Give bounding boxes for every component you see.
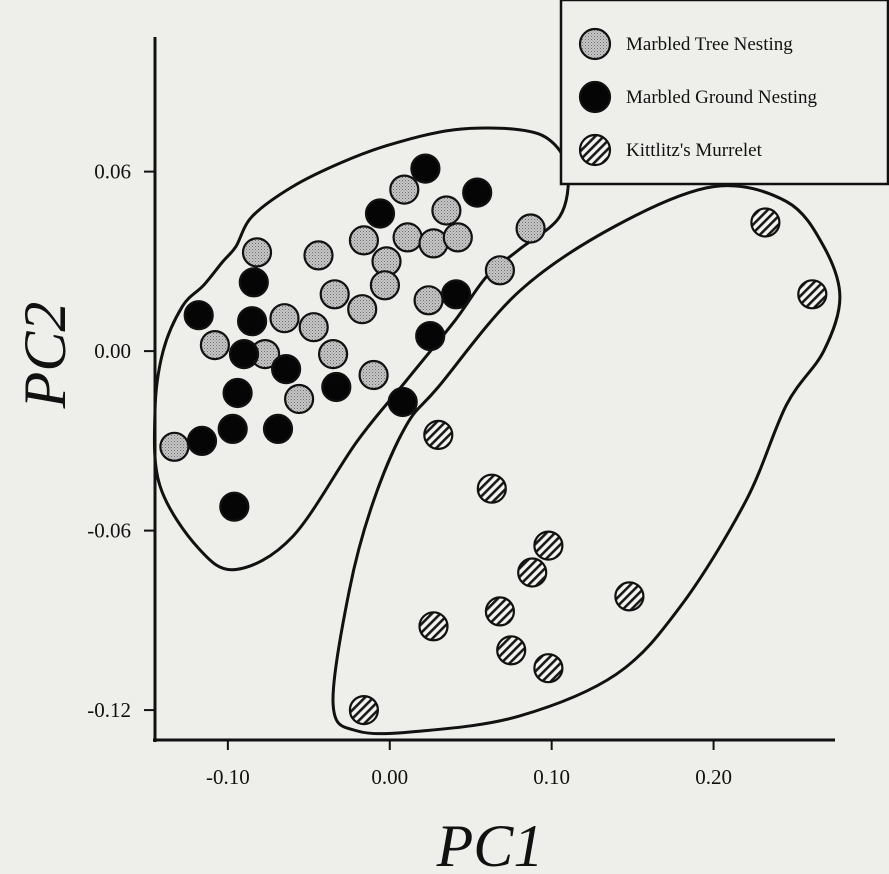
y-tick-label: -0.06 — [87, 519, 131, 543]
data-point-series-0 — [347, 294, 378, 325]
data-point-series-1 — [271, 354, 302, 385]
data-point-series-2 — [533, 653, 564, 684]
data-point-series-2 — [348, 694, 379, 726]
data-point-series-1 — [262, 413, 294, 444]
data-point-series-2 — [496, 635, 527, 666]
data-point-series-2 — [423, 419, 454, 450]
data-point-series-2 — [797, 279, 828, 310]
data-point-series-1 — [228, 339, 260, 370]
legend-label-series-0: Marbled Tree Nesting — [626, 34, 793, 55]
data-point-series-1 — [387, 386, 418, 418]
y-tick-label: 0.06 — [94, 160, 131, 184]
data-point-series-0 — [431, 195, 462, 226]
x-axis-title: PC1 — [436, 813, 544, 874]
data-point-series-2 — [484, 596, 515, 627]
x-tick-label: 0.00 — [371, 765, 408, 789]
x-tick-label: 0.20 — [695, 765, 732, 789]
data-point-series-1 — [364, 198, 396, 229]
kittlitz-group-outline — [331, 184, 842, 736]
data-point-series-0 — [442, 222, 473, 253]
data-point-series-0 — [241, 237, 273, 268]
data-point-series-2 — [517, 557, 548, 588]
group-outlines — [152, 126, 842, 736]
data-point-series-0 — [199, 330, 230, 361]
data-point-series-1 — [219, 491, 250, 522]
data-point-series-0 — [319, 279, 350, 310]
legend-marker-series-1 — [578, 80, 612, 114]
y-axis-title: PC2 — [12, 302, 78, 410]
data-point-series-1 — [462, 177, 493, 208]
x-tick-label: 0.10 — [533, 765, 570, 789]
data-point-series-1 — [415, 321, 446, 352]
data-point-series-2 — [750, 207, 781, 238]
data-points — [159, 153, 828, 726]
data-point-series-0 — [369, 270, 400, 301]
axes — [153, 37, 835, 742]
data-point-series-0 — [284, 383, 315, 415]
data-point-series-0 — [413, 285, 444, 316]
data-point-series-0 — [515, 213, 546, 244]
data-point-series-2 — [476, 473, 507, 504]
data-point-series-1 — [222, 377, 253, 409]
data-point-series-0 — [348, 225, 379, 256]
data-point-series-1 — [441, 279, 472, 310]
x-tick-label: -0.10 — [206, 765, 250, 789]
data-point-series-1 — [186, 425, 218, 456]
legend-marker-series-0 — [578, 27, 612, 61]
legend: Marbled Tree Nesting Marbled Ground Nesti… — [559, 0, 889, 186]
data-point-series-0 — [303, 240, 334, 271]
data-point-series-0 — [269, 303, 300, 334]
data-point-series-1 — [237, 306, 268, 337]
legend-label-series-1: Marbled Ground Nesting — [626, 87, 818, 108]
data-point-series-1 — [238, 267, 269, 298]
data-point-series-1 — [321, 371, 352, 403]
data-point-series-2 — [533, 530, 564, 561]
data-point-series-1 — [183, 300, 214, 331]
data-point-series-0 — [392, 222, 423, 253]
y-tick-label: -0.12 — [87, 698, 131, 722]
data-point-series-1 — [217, 413, 248, 444]
data-point-series-2 — [418, 611, 449, 642]
data-point-series-0 — [389, 174, 420, 205]
data-point-series-2 — [614, 581, 645, 612]
data-point-series-0 — [298, 312, 329, 343]
legend-marker-series-2 — [578, 133, 612, 167]
data-point-series-0 — [318, 339, 349, 370]
legend-label-series-2: Kittlitz's Murrelet — [626, 140, 763, 161]
data-point-series-1 — [410, 153, 441, 184]
axis-ticks: -0.10 0.00 0.10 0.20 0.06 0.00 -0.06 -0.12 — [87, 160, 732, 789]
data-point-series-0 — [358, 359, 389, 391]
legend-box — [559, 0, 889, 186]
data-point-series-0 — [159, 431, 190, 462]
data-point-series-0 — [484, 255, 515, 286]
y-tick-label: 0.00 — [94, 339, 131, 363]
